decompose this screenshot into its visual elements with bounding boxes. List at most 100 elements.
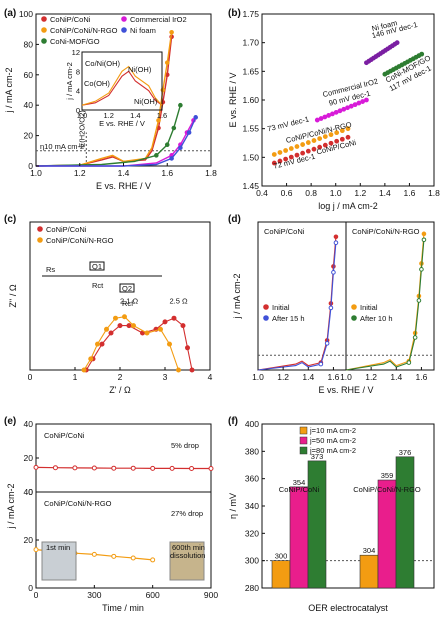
chrono-point	[33, 547, 39, 553]
legend-c-conip-coni: CoNiP/CoNi	[46, 225, 87, 234]
inset-y-tick: 4	[76, 87, 80, 96]
stability-point	[412, 335, 418, 340]
a-x-tick: 1.0	[30, 168, 42, 178]
tafel-point	[314, 117, 320, 123]
nyquist-point	[122, 314, 127, 320]
inset-y-tick: 12	[72, 48, 80, 57]
panel-label-c: (c)	[4, 214, 16, 225]
stability-point	[328, 305, 334, 311]
tafel-point	[271, 160, 277, 166]
inset-y-tick: 8	[76, 67, 80, 76]
photo-initial	[41, 541, 77, 581]
legend-marker	[263, 315, 269, 321]
nyquist-point	[158, 326, 163, 332]
stability-point	[333, 234, 339, 240]
photo-label-dissolution: dissolution	[170, 551, 205, 560]
tafel-point	[330, 111, 335, 117]
bar	[307, 460, 327, 589]
series-point-a	[164, 142, 170, 148]
legend-conip-coni-nrgo: CoNiP/CoNi/N-RGO	[50, 26, 118, 35]
f-legend-entry: j=10 mA cm-2	[309, 426, 356, 435]
tafel-point	[271, 152, 277, 157]
tafel-point	[394, 40, 400, 46]
f-y-tick: 280	[245, 583, 259, 593]
inset-label-ni-oh-2: Ni(OH)	[134, 97, 158, 106]
nyquist-point	[126, 323, 132, 329]
d-legend-initial: Initial	[272, 303, 290, 312]
d-y-axis-label: j / mA cm-2	[232, 273, 242, 319]
inset-x-tick: 1.4	[130, 111, 140, 120]
stability-point	[416, 298, 422, 303]
b-x-tick: 1.6	[404, 188, 416, 198]
panel-label-b: (b)	[228, 8, 241, 19]
equilibrium-annotation: E(H2O/O2)	[77, 110, 86, 148]
bar	[289, 486, 309, 589]
tafel-point	[288, 146, 294, 151]
tafel-point	[322, 142, 328, 148]
chrono-point	[91, 465, 97, 471]
series-point-a	[169, 29, 174, 35]
legend-marker	[263, 304, 269, 310]
a-x-axis-label: E vs. RHE / V	[96, 181, 151, 191]
inset-label-coni-oh: Co/Ni(OH)	[85, 59, 121, 68]
legend-marker	[41, 38, 47, 44]
f-y-tick: 300	[245, 556, 259, 566]
tafel-point	[339, 136, 345, 142]
tafel-point	[311, 138, 317, 143]
series-point-a	[178, 145, 183, 151]
tafel-point	[317, 144, 323, 150]
b-y-tick: 1.60	[242, 95, 259, 105]
f-y-tick: 320	[245, 528, 259, 538]
nyquist-point	[95, 341, 100, 347]
chrono-line	[35, 466, 211, 470]
e-y-tick: 40	[24, 419, 34, 429]
d-x-tick: 1.0	[340, 372, 352, 382]
label-2-5-ohm: 2.5 Ω	[170, 296, 189, 305]
e-y-tick: 40	[24, 487, 34, 497]
nyquist-point	[176, 367, 181, 373]
tafel-point	[345, 126, 351, 132]
bar	[359, 554, 379, 589]
a-y-tick: 20	[24, 131, 34, 141]
tafel-point	[300, 142, 306, 147]
f-y-tick: 380	[245, 446, 259, 456]
chrono-point	[130, 555, 136, 561]
a-x-tick: 1.8	[205, 168, 217, 178]
nyquist-point	[144, 330, 150, 336]
tafel-point	[339, 128, 345, 134]
f-legend-entry: j=50 mA cm-2	[309, 436, 356, 445]
chrono-point	[72, 465, 78, 471]
chrono-point	[208, 466, 214, 472]
chrono-point	[52, 465, 58, 471]
e-y-tick: 20	[24, 453, 34, 463]
d-x-tick: 1.6	[416, 372, 428, 382]
series-point-a	[186, 130, 192, 135]
a-y-tick: 40	[24, 100, 34, 110]
tafel-point	[337, 108, 343, 114]
tafel-point	[419, 51, 425, 57]
tafel-point	[288, 154, 294, 160]
b-x-tick: 0.4	[256, 188, 268, 198]
b-y-tick: 1.50	[242, 152, 259, 162]
inset-x-tick: 1.2	[103, 111, 113, 120]
legend-marker	[41, 16, 47, 22]
e-x-tick: 0	[34, 590, 39, 600]
c-y-axis-label: Z'' / Ω	[8, 284, 18, 307]
f-legend-swatch	[299, 436, 308, 445]
b-y-tick: 1.75	[242, 9, 259, 19]
label-2-1-ohm: 2.1 Ω	[120, 296, 139, 305]
tafel-point	[326, 113, 332, 118]
bar-value-label: 373	[311, 452, 324, 461]
chrono-point	[169, 465, 175, 471]
series-point-a	[164, 60, 170, 65]
legend-ni-foam: Ni foam	[130, 26, 156, 35]
d-x-tick: 1.4	[302, 372, 314, 382]
nyquist-point	[117, 323, 123, 329]
inset-label-ni-oh: Ni(OH)	[128, 65, 152, 74]
chrono-point	[33, 464, 39, 470]
tafel-point	[294, 152, 300, 158]
c-x-tick: 4	[208, 372, 213, 382]
photo-label-600th: 600th min	[172, 543, 205, 552]
tafel-point	[328, 140, 334, 146]
f-y-tick: 400	[245, 419, 259, 429]
